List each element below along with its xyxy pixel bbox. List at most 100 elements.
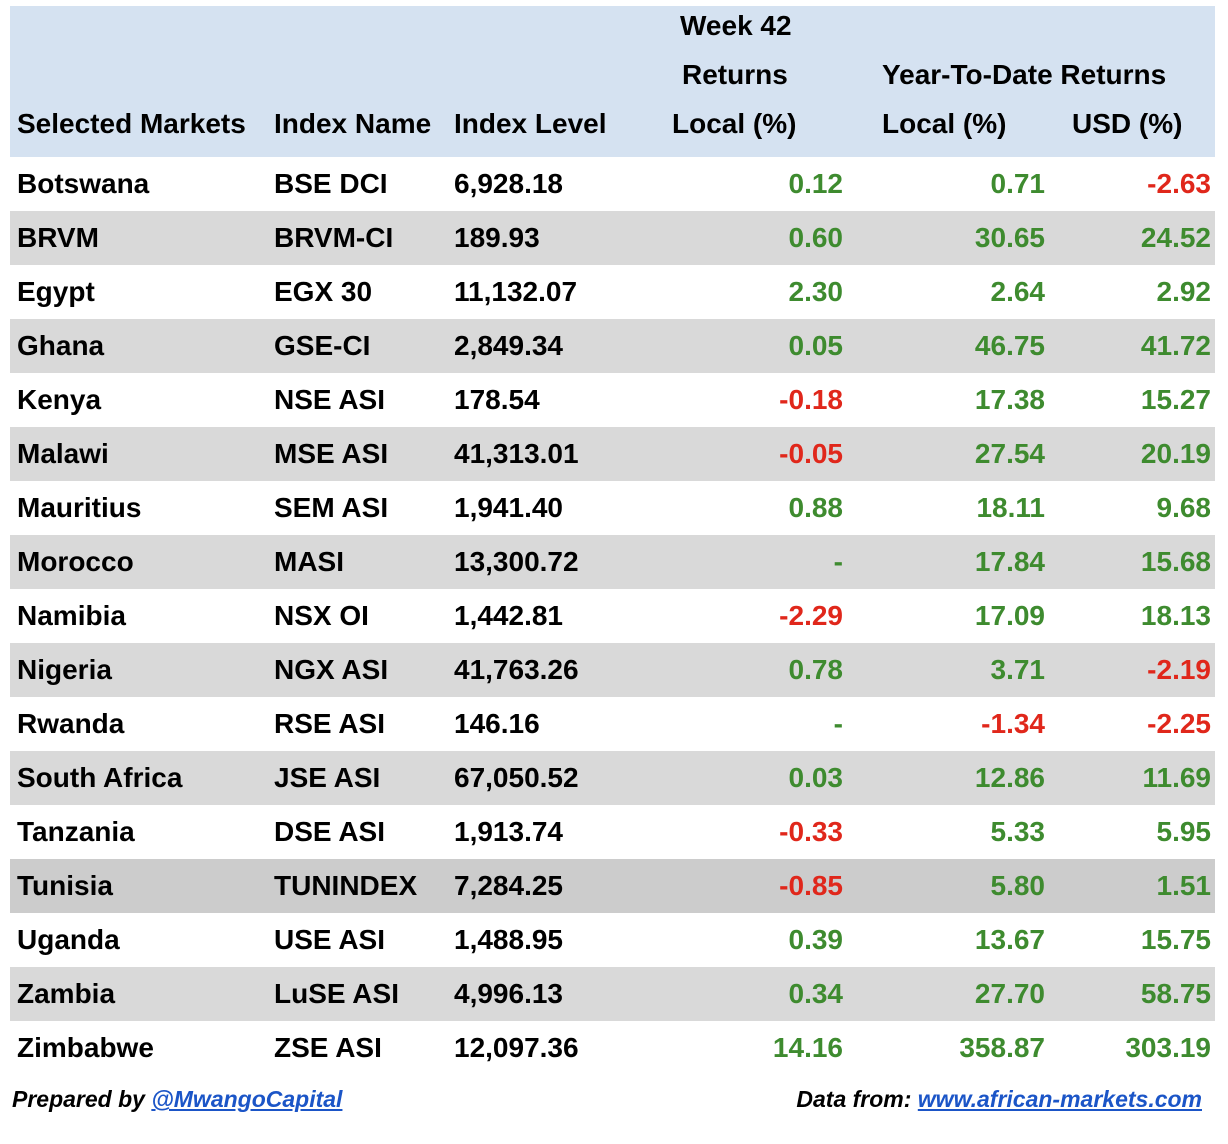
market-cell: Namibia: [17, 600, 126, 631]
index-level-cell: 178.54: [454, 384, 540, 415]
index-level-cell: 1,913.74: [454, 816, 563, 847]
ytd-local-cell: 17.38: [974, 384, 1045, 415]
prepared-by: Prepared by @MwangoCapital: [12, 1086, 342, 1113]
index-level-cell: 7,284.25: [454, 870, 563, 901]
week-return-cell: 0.03: [788, 762, 844, 793]
index-level-cell: 4,996.13: [454, 978, 563, 1009]
week-return-cell: 0.05: [788, 330, 844, 361]
table-row: Kenya NSE ASI 178.54 -0.18 17.38 15.27: [10, 373, 1215, 427]
ytd-usd-cell: 15.68: [1140, 546, 1211, 577]
index-name-cell: TUNINDEX: [274, 870, 418, 901]
table-row: Mauritius SEM ASI 1,941.40 0.88 18.11 9.68: [10, 481, 1215, 535]
table-row: Tanzania DSE ASI 1,913.74 -0.33 5.33 5.95: [10, 805, 1215, 859]
market-cell: Malawi: [17, 438, 109, 469]
table-row: Malawi MSE ASI 41,313.01 -0.05 27.54 20.19: [10, 427, 1215, 481]
table-row: Botswana BSE DCI 6,928.18 0.12 0.71 -2.63: [10, 157, 1215, 211]
index-name-cell: SEM ASI: [274, 492, 389, 523]
ytd-local-cell: 0.71: [990, 168, 1046, 199]
week-return-cell: 0.39: [788, 924, 844, 955]
week-return-cell: 0.12: [788, 168, 844, 199]
col-header-level: Index Level: [454, 108, 607, 139]
data-source-link[interactable]: www.african-markets.com: [917, 1086, 1202, 1112]
ytd-local-cell: 358.87: [959, 1032, 1045, 1063]
ytd-usd-cell: -2.25: [1147, 708, 1211, 739]
table-row: Egypt EGX 30 11,132.07 2.30 2.64 2.92: [10, 265, 1215, 319]
index-level-cell: 13,300.72: [454, 546, 579, 577]
ytd-usd-cell: 11.69: [1142, 762, 1211, 793]
table-header: Week 42 Returns Year-To-Date Returns Sel…: [10, 6, 1215, 157]
index-name-cell: BRVM-CI: [274, 222, 394, 253]
market-cell: Kenya: [17, 384, 102, 415]
table-row: Namibia NSX OI 1,442.81 -2.29 17.09 18.13: [10, 589, 1215, 643]
table-row: Nigeria NGX ASI 41,763.26 0.78 3.71 -2.19: [10, 643, 1215, 697]
market-cell: Uganda: [17, 924, 120, 955]
table-row: Zambia LuSE ASI 4,996.13 0.34 27.70 58.75: [10, 967, 1215, 1021]
week-return-cell: -0.85: [779, 870, 843, 901]
week-return-cell: 2.30: [788, 276, 844, 307]
col-header-week-local: Local (%): [672, 108, 797, 139]
week-return-cell: 14.16: [772, 1032, 843, 1063]
table-row: Ghana GSE-CI 2,849.34 0.05 46.75 41.72: [10, 319, 1215, 373]
ytd-usd-cell: 20.19: [1140, 438, 1211, 469]
table-row: Uganda USE ASI 1,488.95 0.39 13.67 15.75: [10, 913, 1215, 967]
col-header-ytd-local: Local (%): [882, 108, 1007, 139]
week-return-cell: 0.88: [788, 492, 844, 523]
ytd-usd-cell: 41.72: [1140, 330, 1211, 361]
prepared-by-handle-link[interactable]: @MwangoCapital: [151, 1086, 343, 1112]
market-cell: Tanzania: [17, 816, 135, 847]
index-name-cell: RSE ASI: [274, 708, 385, 739]
table-row: Tunisia TUNINDEX 7,284.25 -0.85 5.80 1.51: [10, 859, 1215, 913]
market-cell: Nigeria: [17, 654, 112, 685]
ytd-usd-cell: -2.19: [1147, 654, 1211, 685]
week-return-cell: 0.78: [788, 654, 844, 685]
ytd-local-cell: 46.75: [974, 330, 1045, 361]
index-level-cell: 41,763.26: [454, 654, 579, 685]
ytd-local-cell: 17.09: [974, 600, 1045, 631]
market-cell: South Africa: [17, 762, 183, 793]
col-header-ytd-usd: USD (%): [1072, 108, 1183, 139]
table-row: South Africa JSE ASI 67,050.52 0.03 12.86 11.…: [10, 751, 1215, 805]
ytd-usd-cell: 303.19: [1125, 1032, 1211, 1063]
table-body: Botswana BSE DCI 6,928.18 0.12 0.71 -2.63 BRVM…: [10, 157, 1215, 1075]
ytd-local-cell: 27.70: [974, 978, 1045, 1009]
market-cell: Zimbabwe: [17, 1032, 154, 1063]
ytd-usd-cell: 24.52: [1140, 222, 1211, 253]
market-cell: Mauritius: [17, 492, 142, 523]
ytd-usd-cell: 58.75: [1140, 978, 1211, 1009]
data-source: Data from: www.african-markets.com: [796, 1086, 1202, 1113]
ytd-header: Year-To-Date Returns: [882, 59, 1167, 90]
index-level-cell: 189.93: [454, 222, 540, 253]
index-name-cell: BSE DCI: [274, 168, 388, 199]
index-level-cell: 2,849.34: [454, 330, 563, 361]
ytd-local-cell: 2.64: [990, 276, 1046, 307]
ytd-local-cell: -1.34: [981, 708, 1045, 739]
index-name-cell: JSE ASI: [274, 762, 381, 793]
ytd-usd-cell: 9.68: [1156, 492, 1212, 523]
index-name-cell: MSE ASI: [274, 438, 389, 469]
market-cell: Botswana: [17, 168, 150, 199]
index-level-cell: 1,941.40: [454, 492, 563, 523]
ytd-local-cell: 18.11: [976, 492, 1045, 523]
ytd-usd-cell: 2.92: [1156, 276, 1212, 307]
ytd-usd-cell: 15.75: [1140, 924, 1211, 955]
index-name-cell: USE ASI: [274, 924, 385, 955]
week-header-line1: Week 42: [680, 10, 792, 41]
data-source-label: Data from:: [796, 1086, 918, 1112]
ytd-local-cell: 13.67: [974, 924, 1045, 955]
ytd-usd-cell: 5.95: [1156, 816, 1212, 847]
week-return-cell: -0.05: [779, 438, 843, 469]
ytd-local-cell: 3.71: [990, 654, 1046, 685]
table-row: Zimbabwe ZSE ASI 12,097.36 14.16 358.87 303.1…: [10, 1021, 1215, 1075]
index-level-cell: 41,313.01: [454, 438, 579, 469]
index-name-cell: LuSE ASI: [274, 978, 399, 1009]
week-return-cell: 0.60: [788, 222, 844, 253]
index-name-cell: NSE ASI: [274, 384, 385, 415]
week-return-cell: -2.29: [779, 600, 843, 631]
index-level-cell: 67,050.52: [454, 762, 579, 793]
ytd-usd-cell: -2.63: [1147, 168, 1211, 199]
table-row: BRVM BRVM-CI 189.93 0.60 30.65 24.52: [10, 211, 1215, 265]
ytd-local-cell: 27.54: [974, 438, 1045, 469]
market-cell: Egypt: [17, 276, 95, 307]
ytd-local-cell: 5.80: [990, 870, 1046, 901]
ytd-usd-cell: 1.51: [1156, 870, 1212, 901]
